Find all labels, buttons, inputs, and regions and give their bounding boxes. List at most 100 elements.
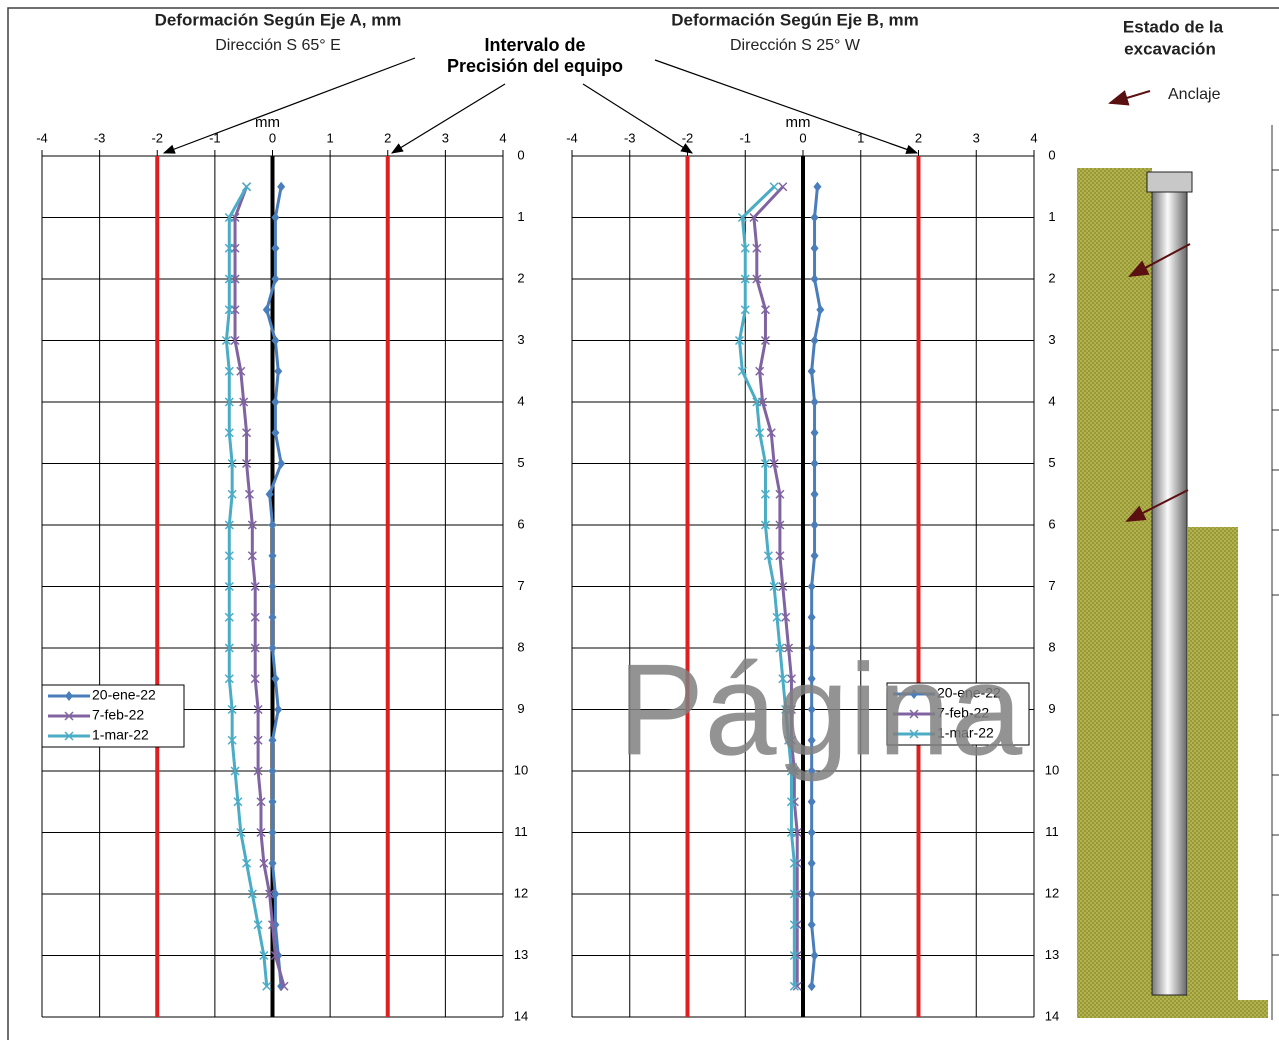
chart: Deformación Según Eje B, mm Dirección S 2… bbox=[566, 10, 1059, 1023]
y-tick-label: 10 bbox=[1045, 762, 1059, 777]
chart-subtitle: Dirección S 25° W bbox=[730, 37, 861, 54]
point-marker bbox=[808, 582, 816, 592]
anchor-legend-arrow bbox=[1110, 91, 1150, 103]
x-tick-label: 0 bbox=[269, 130, 276, 145]
point-marker bbox=[811, 397, 819, 407]
y-tick-label: 8 bbox=[517, 639, 524, 654]
diamond bbox=[808, 797, 816, 807]
diamond bbox=[808, 981, 816, 991]
y-tick-label: 0 bbox=[1048, 147, 1055, 162]
y-tick-label: 5 bbox=[517, 455, 524, 470]
diamond bbox=[811, 397, 819, 407]
excavation-title: excavación bbox=[1124, 39, 1216, 58]
diamond bbox=[816, 305, 824, 315]
diamond bbox=[269, 551, 277, 561]
x-tick-label: 0 bbox=[799, 130, 806, 145]
y-tick-label: 12 bbox=[514, 885, 528, 900]
watermark: Página bbox=[618, 636, 1023, 782]
point-marker bbox=[816, 305, 824, 315]
x-tick-label: 4 bbox=[1030, 130, 1037, 145]
diamond bbox=[808, 828, 816, 838]
point-marker bbox=[808, 858, 816, 868]
point-marker bbox=[811, 459, 819, 469]
point-marker bbox=[811, 551, 819, 561]
excavation-title: Estado de la bbox=[1123, 17, 1224, 36]
point-marker bbox=[811, 274, 819, 284]
diamond bbox=[269, 582, 277, 592]
y-tick-label: 13 bbox=[1045, 947, 1059, 962]
diamond bbox=[808, 582, 816, 592]
diamond bbox=[808, 612, 816, 622]
y-tick-label: 11 bbox=[1045, 824, 1059, 839]
x-tick-label: 1 bbox=[857, 130, 864, 145]
x-tick-label: -1 bbox=[739, 130, 751, 145]
chart-title: Deformación Según Eje A, mm bbox=[155, 10, 402, 29]
x-tick-label: 4 bbox=[499, 130, 506, 145]
point-marker bbox=[770, 183, 778, 191]
point-marker bbox=[813, 182, 821, 192]
x-tick-label: -1 bbox=[209, 130, 221, 145]
diamond bbox=[813, 182, 821, 192]
y-tick-label: 11 bbox=[514, 824, 528, 839]
y-tick-label: 9 bbox=[517, 701, 524, 716]
side-scale bbox=[1272, 125, 1279, 1020]
point-marker bbox=[811, 336, 819, 346]
y-tick-label: 2 bbox=[517, 270, 524, 285]
y-tick-label: 10 bbox=[514, 762, 528, 777]
x-tick-label: -4 bbox=[36, 130, 48, 145]
y-tick-label: 8 bbox=[1048, 639, 1055, 654]
point-marker bbox=[808, 889, 816, 899]
soil bbox=[1077, 168, 1152, 1018]
point-marker bbox=[808, 981, 816, 991]
point-marker bbox=[274, 366, 282, 376]
inclinometer-pipe bbox=[1152, 190, 1187, 995]
point-marker bbox=[811, 243, 819, 253]
legend-label: 7-feb-22 bbox=[92, 707, 144, 723]
diamond bbox=[269, 797, 277, 807]
point-marker bbox=[269, 797, 277, 807]
y-tick-label: 2 bbox=[1048, 270, 1055, 285]
y-tick-label: 3 bbox=[1048, 332, 1055, 347]
y-tick-label: 7 bbox=[517, 578, 524, 593]
point-marker bbox=[811, 951, 819, 961]
x-marker bbox=[770, 183, 778, 191]
y-tick-label: 13 bbox=[514, 947, 528, 962]
page: Intervalo de Precisión del equipo Estado… bbox=[0, 0, 1279, 1040]
point-marker bbox=[269, 858, 277, 868]
y-tick-label: 6 bbox=[1048, 516, 1055, 531]
diamond bbox=[263, 305, 271, 315]
point-marker bbox=[808, 828, 816, 838]
diamond bbox=[808, 366, 816, 376]
x-tick-label: -2 bbox=[151, 130, 163, 145]
point-marker bbox=[269, 735, 277, 745]
diamond bbox=[811, 459, 819, 469]
diamond bbox=[811, 274, 819, 284]
annotation: Intervalo de bbox=[484, 35, 585, 55]
point-marker bbox=[779, 183, 787, 191]
diamond bbox=[808, 858, 816, 868]
x-tick-label: 1 bbox=[327, 130, 334, 145]
anchor-legend: Anclaje bbox=[1168, 86, 1221, 103]
soil bbox=[1188, 527, 1238, 1018]
point-marker bbox=[269, 828, 277, 838]
point-marker bbox=[269, 551, 277, 561]
point-marker bbox=[277, 182, 285, 192]
point-marker bbox=[808, 920, 816, 930]
x-tick-label: -2 bbox=[682, 130, 694, 145]
y-tick-label: 14 bbox=[1045, 1008, 1059, 1023]
diamond bbox=[274, 366, 282, 376]
diamond bbox=[808, 889, 816, 899]
chart-title: Deformación Según Eje B, mm bbox=[671, 10, 919, 29]
point-marker bbox=[811, 520, 819, 530]
diamond bbox=[811, 213, 819, 223]
point-marker bbox=[808, 366, 816, 376]
point-marker bbox=[811, 213, 819, 223]
annotation: Precisión del equipo bbox=[447, 56, 623, 76]
x-marker bbox=[779, 183, 787, 191]
diamond bbox=[269, 612, 277, 622]
point-marker bbox=[269, 582, 277, 592]
legend: 20-ene-227-feb-221-mar-22 bbox=[42, 685, 184, 747]
diamond bbox=[811, 336, 819, 346]
pipe-cap bbox=[1147, 172, 1192, 192]
